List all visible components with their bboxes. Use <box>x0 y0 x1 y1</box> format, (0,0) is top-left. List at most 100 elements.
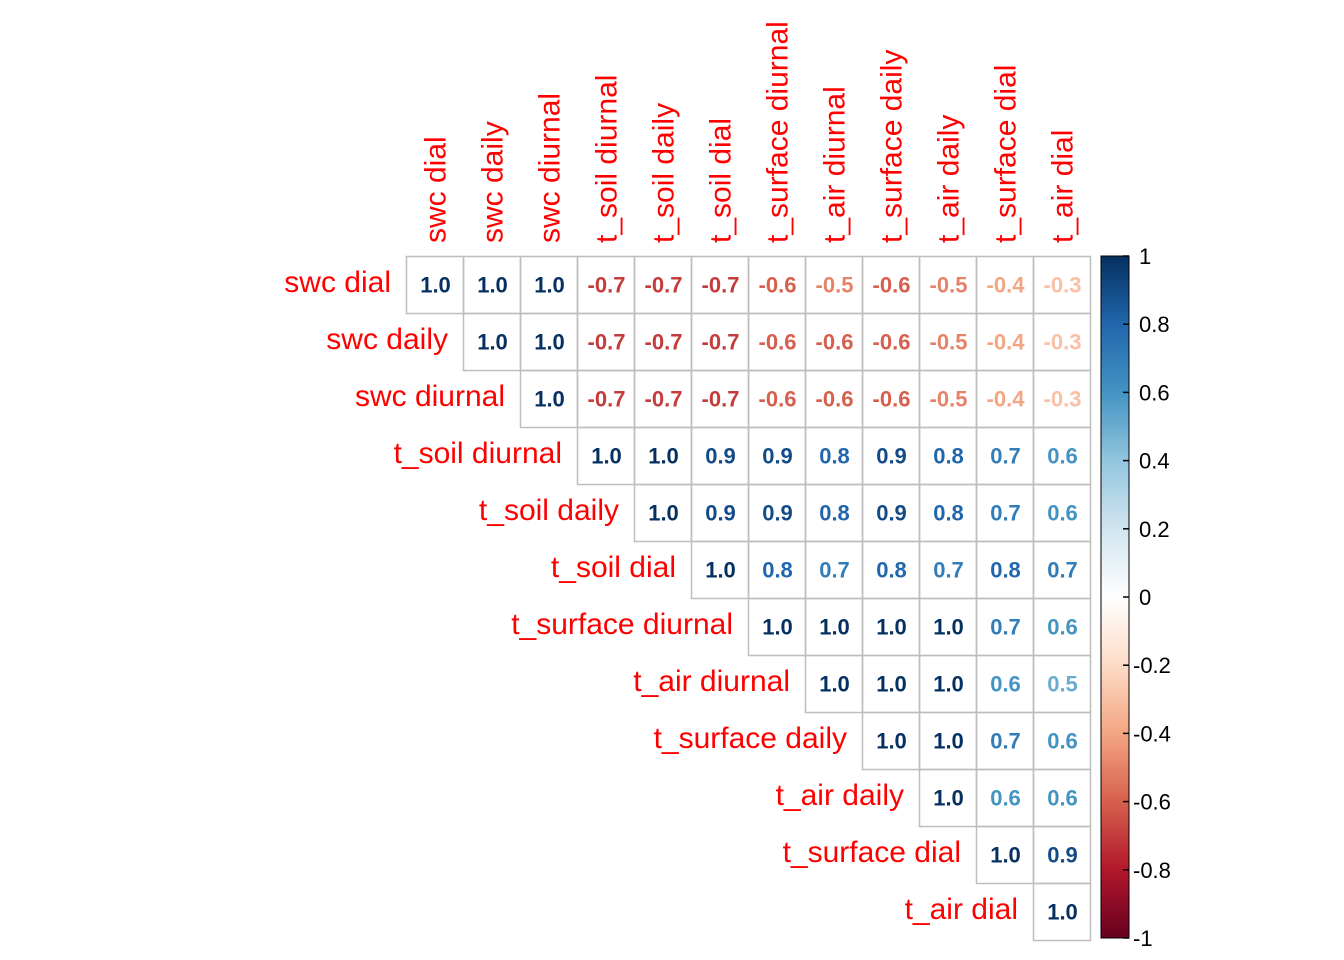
cell-value-label: 1.0 <box>876 615 907 640</box>
cell-value-label: 1.0 <box>933 615 964 640</box>
cell-value-label: 0.8 <box>933 444 964 469</box>
cell-value-label: 0.8 <box>819 501 850 526</box>
cell-value-label: -0.6 <box>759 387 797 412</box>
cell-value-label: -0.4 <box>987 330 1026 355</box>
cell-value-label: 1.0 <box>534 330 565 355</box>
cell-value-label: 0.7 <box>990 729 1021 754</box>
cell-value-label: -0.6 <box>759 273 797 298</box>
column-label: swc diurnal <box>534 93 567 243</box>
cell-value-label: 1.0 <box>762 615 793 640</box>
cell-value-label: 0.8 <box>876 558 907 583</box>
colorbar-tick-label: 0 <box>1139 585 1151 610</box>
cell-value-label: 1.0 <box>933 672 964 697</box>
cell-value-label: -0.3 <box>1044 273 1082 298</box>
cell-value-label: -0.5 <box>930 273 968 298</box>
row-label: t_soil daily <box>479 494 619 527</box>
cell-value-label: 0.5 <box>1047 672 1078 697</box>
colorbar-tick-label: 0.2 <box>1139 517 1170 542</box>
cell-value-label: 0.9 <box>876 444 907 469</box>
cell-value-label: -0.4 <box>987 387 1026 412</box>
cell-value-label: -0.6 <box>816 330 854 355</box>
column-label: swc daily <box>477 121 510 243</box>
cell-value-label: 0.6 <box>1047 501 1078 526</box>
row-label: swc diurnal <box>355 380 505 413</box>
cell-value-label: 1.0 <box>1047 900 1078 925</box>
column-label: t_surface dial <box>990 65 1023 243</box>
cell-value-label: -0.6 <box>873 387 911 412</box>
row-label: t_surface diurnal <box>511 608 733 641</box>
row-label: t_surface dial <box>783 836 961 869</box>
cell-value-label: 1.0 <box>477 273 508 298</box>
matrix-cell <box>1032 882 1092 942</box>
colorbar-tick-label: -0.4 <box>1133 721 1171 746</box>
cell-value-label: 1.0 <box>534 387 565 412</box>
cell-value-label: 1.0 <box>990 843 1021 868</box>
cell-value-label: -0.5 <box>816 273 854 298</box>
column-label: t_air diurnal <box>819 86 852 243</box>
column-labels: swc dial swc daily swc diurnal t_soil diurn… <box>420 21 1080 243</box>
cell-value-label: -0.7 <box>645 273 683 298</box>
cell-value-label: 1.0 <box>477 330 508 355</box>
cell-value-label: 1.0 <box>591 444 622 469</box>
row-label: t_surface daily <box>654 722 847 755</box>
cell-value-label: 0.9 <box>705 444 736 469</box>
cell-value-label: 1.0 <box>933 729 964 754</box>
colorbar-tick-label: 0.6 <box>1139 380 1170 405</box>
cell-value-label: 0.9 <box>705 501 736 526</box>
cell-value-label: 0.8 <box>762 558 793 583</box>
cell-value-label: -0.6 <box>873 273 911 298</box>
cell-value-label: 1.0 <box>705 558 736 583</box>
colorbar-tick-label: -1 <box>1133 926 1153 951</box>
cell-value-label: 1.0 <box>648 501 679 526</box>
colorbar-tick-label: 0.8 <box>1139 312 1170 337</box>
cell-value-label: 0.6 <box>1047 786 1078 811</box>
cell-value-label: 0.9 <box>1047 843 1078 868</box>
cell-value-label: 0.9 <box>876 501 907 526</box>
cell-value-label: 1.0 <box>933 786 964 811</box>
cell-value-label: 0.8 <box>933 501 964 526</box>
cell-value-label: -0.6 <box>759 330 797 355</box>
cell-value-label: 0.6 <box>990 672 1021 697</box>
cell-value-label: 0.7 <box>990 501 1021 526</box>
cell-value-label: 0.7 <box>990 444 1021 469</box>
cell-value-label: -0.7 <box>702 273 740 298</box>
cell-value-label: -0.6 <box>816 387 854 412</box>
column-label: t_air daily <box>933 115 966 243</box>
column-label: t_soil diurnal <box>591 75 624 243</box>
cell-value-label: 0.8 <box>990 558 1021 583</box>
row-label: t_air daily <box>776 779 904 812</box>
colorbar: 1 0.8 0.6 0.4 0.2 0 -0.2 -0.4 -0.6 -0.8 -1 <box>1100 244 1171 951</box>
cell-value-label: 1.0 <box>648 444 679 469</box>
cell-value-label: -0.7 <box>702 330 740 355</box>
cell-value-label: 1.0 <box>819 615 850 640</box>
colorbar-tick-label: -0.6 <box>1133 790 1171 815</box>
cell-value-label: -0.7 <box>588 387 626 412</box>
cell-value-label: -0.7 <box>645 330 683 355</box>
cell-value-label: 0.8 <box>819 444 850 469</box>
column-label: t_surface diurnal <box>762 21 795 243</box>
cell-value-label: 0.6 <box>1047 729 1078 754</box>
cell-value-label: 0.7 <box>819 558 850 583</box>
row-labels: swc dial swc daily swc diurnal t_soil diurn… <box>284 266 1018 926</box>
colorbar-tick-label: -0.2 <box>1133 653 1171 678</box>
row-label: swc daily <box>326 323 448 356</box>
colorbar-tick-label: -0.8 <box>1133 858 1171 883</box>
cell-value-label: -0.3 <box>1044 387 1082 412</box>
colorbar-ticks: 1 0.8 0.6 0.4 0.2 0 -0.2 -0.4 -0.6 -0.8 -1 <box>1100 244 1171 951</box>
cell-value-label: -0.7 <box>588 273 626 298</box>
row-label: t_soil dial <box>551 551 676 584</box>
cell-value-label: -0.7 <box>588 330 626 355</box>
row-label: swc dial <box>284 266 391 299</box>
column-label: t_soil dial <box>705 118 738 243</box>
colorbar-tick-label: 1 <box>1139 244 1151 269</box>
cell-value-label: 0.6 <box>990 786 1021 811</box>
cell-value-label: 1.0 <box>420 273 451 298</box>
cell-value-label: 0.6 <box>1047 444 1078 469</box>
cell-value-label: -0.4 <box>987 273 1026 298</box>
cell-value-label: 1.0 <box>876 672 907 697</box>
cell-value-label: 0.6 <box>1047 615 1078 640</box>
cell-value-label: 0.9 <box>762 501 793 526</box>
cell-value-label: -0.7 <box>645 387 683 412</box>
cell-value-label: -0.7 <box>702 387 740 412</box>
